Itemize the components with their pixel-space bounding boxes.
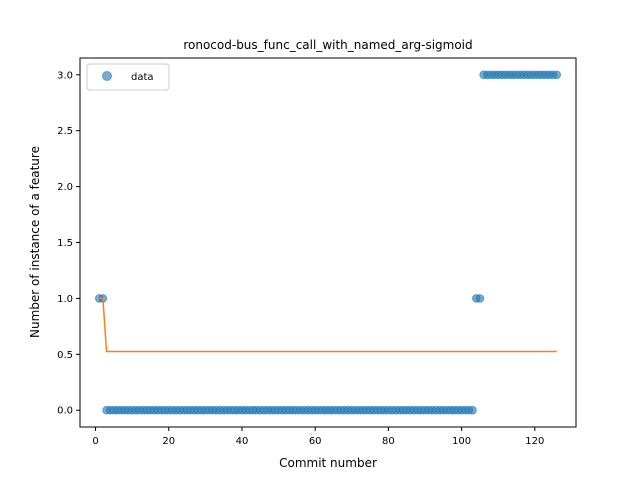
x-tick-label: 0: [92, 436, 98, 447]
y-axis-label: Number of instance of a feature: [28, 146, 42, 338]
x-tick-label: 20: [162, 436, 175, 447]
x-tick-label: 40: [236, 436, 249, 447]
x-axis-label: Commit number: [279, 456, 377, 470]
legend: data: [86, 63, 170, 91]
legend-label: data: [131, 72, 154, 83]
y-tick-label: 2.5: [57, 126, 73, 137]
data-point: [475, 294, 485, 303]
legend-box: [86, 63, 170, 91]
y-tick-label: 3.0: [57, 70, 73, 81]
legend-marker: [102, 71, 112, 81]
data-point: [468, 405, 477, 415]
fit-line: [99, 297, 557, 353]
plot-area: [94, 70, 562, 415]
y-tick-label: 0.5: [57, 350, 73, 361]
x-tick-label: 120: [525, 436, 544, 447]
y-tick-label: 1.0: [57, 294, 73, 305]
y-tick-label: 2.0: [57, 182, 73, 193]
x-axis: 0 20 40 60 80 100 120: [92, 427, 544, 447]
data-point: [552, 70, 562, 80]
y-tick-label: 1.5: [57, 238, 73, 249]
y-axis: 0.0 0.5 1.0 1.5 2.0 2.5 3.0: [57, 70, 80, 417]
x-tick-label: 60: [309, 436, 322, 447]
y-tick-label: 0.0: [57, 406, 73, 417]
x-tick-label: 80: [382, 436, 395, 447]
x-tick-label: 100: [452, 436, 471, 447]
chart-title: ronocod-bus_func_call_with_named_arg-sig…: [183, 38, 472, 52]
